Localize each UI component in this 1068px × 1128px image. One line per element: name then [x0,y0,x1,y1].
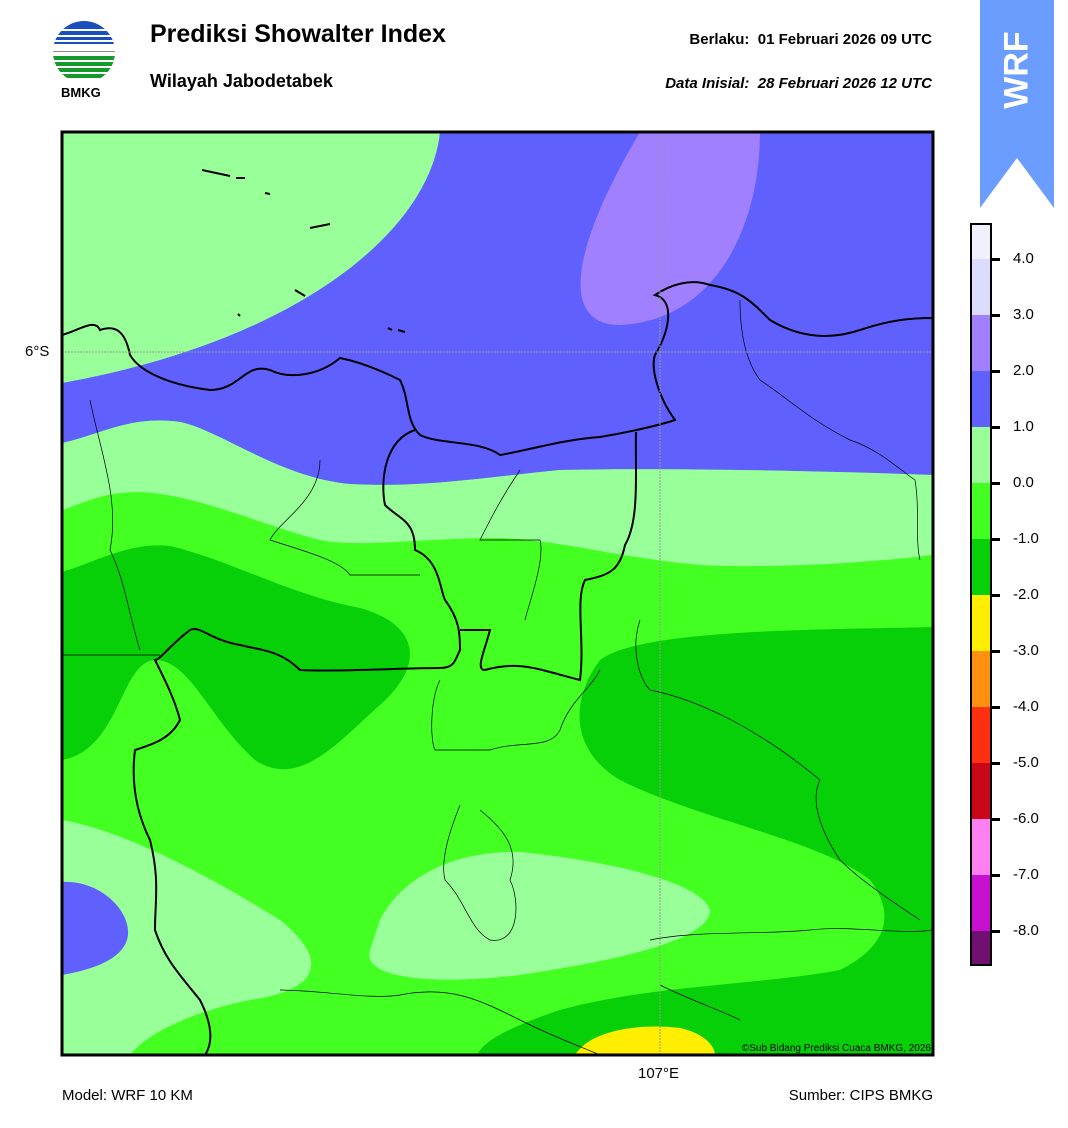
colorbar-tick-mark [990,930,1000,933]
contour-minus2-minus1-west [62,545,410,770]
contour-minus3-minus2-south [575,1026,715,1055]
colorbar-tick-label: -6.0 [1013,810,1039,827]
copyright: ©Sub Bidang Prediksi Cuaca BMKG, 2026 [741,1043,931,1054]
colorbar-tick-mark [990,426,1000,429]
colorbar-tick-label: -2.0 [1013,586,1039,603]
contour-0-1-band [62,420,933,567]
colorbar-bin [972,651,990,707]
colorbar-tick-mark [990,762,1000,765]
bmkg-logo [53,21,115,78]
islands [201,169,406,333]
colorbar-bin [972,819,990,875]
colorbar-tick-label: 2.0 [1013,362,1034,379]
colorbar-bin [972,427,990,483]
colorbar-tick-label: -3.0 [1013,642,1039,659]
colorbar-tick-label: -4.0 [1013,698,1039,715]
contour-1-2-southwest [62,881,129,975]
colorbar-tick-label: 1.0 [1013,418,1034,435]
colorbar-bin [972,483,990,539]
map-frame [60,130,935,1057]
colorbar-bin [972,259,990,315]
logo-text: BMKG [61,85,101,100]
colorbar-tick-mark [990,706,1000,709]
province-boundary [132,429,462,1055]
longitude-label: 107°E [638,1065,680,1082]
colorbar-bin [972,931,990,964]
colorbar-tick-mark [990,594,1000,597]
page-subtitle: Wilayah Jabodetabek [150,71,333,91]
colorbar-bin [972,707,990,763]
page-title: Prediksi Showalter Index [150,20,446,48]
colorbar [970,223,992,966]
colorbar-bin [972,875,990,931]
province-boundary-2 [460,431,638,682]
contour-2-3-north [580,132,760,325]
colorbar-tick-mark [990,314,1000,317]
valid-time: Berlaku: 01 Februari 2026 09 UTC [689,31,932,48]
colorbar-tick-mark [990,650,1000,653]
source-label: Sumber: CIPS BMKG [788,1087,933,1104]
colorbar-tick-mark [990,818,1000,821]
district-boundaries [62,299,933,1055]
colorbar-tick-mark [990,538,1000,541]
latitude-label: 6°S [25,343,50,360]
contour-0-1-southwest [62,820,312,1055]
initial-data-time: Data Inisial: 28 Februari 2026 12 UTC [665,75,932,92]
colorbar-tick-label: -1.0 [1013,530,1039,547]
colorbar-bin [972,595,990,651]
colorbar-tick-label: -5.0 [1013,754,1039,771]
contour-0-1-south [369,851,710,980]
wrf-badge [980,0,1054,208]
colorbar-tick-mark [990,370,1000,373]
colorbar-tick-label: -8.0 [1013,922,1039,939]
colorbar-tick-mark [990,258,1000,261]
colorbar-tick-label: 4.0 [1013,250,1034,267]
colorbar-tick-label: -7.0 [1013,866,1039,883]
colorbar-bin [972,371,990,427]
colorbar-bin [972,763,990,819]
colorbar-tick-mark [990,482,1000,485]
contour-0-1-northwest [62,132,440,383]
model-label: Model: WRF 10 KM [62,1087,193,1104]
colorbar-tick-label: 0.0 [1013,474,1034,491]
contour-minus2-minus1-east [478,627,933,1055]
colorbar-bin [972,539,990,595]
colorbar-bin [972,315,990,371]
colorbar-bin [972,225,990,259]
coastline [62,281,933,457]
colorbar-tick-mark [990,874,1000,877]
colorbar-tick-label: 3.0 [1013,306,1034,323]
